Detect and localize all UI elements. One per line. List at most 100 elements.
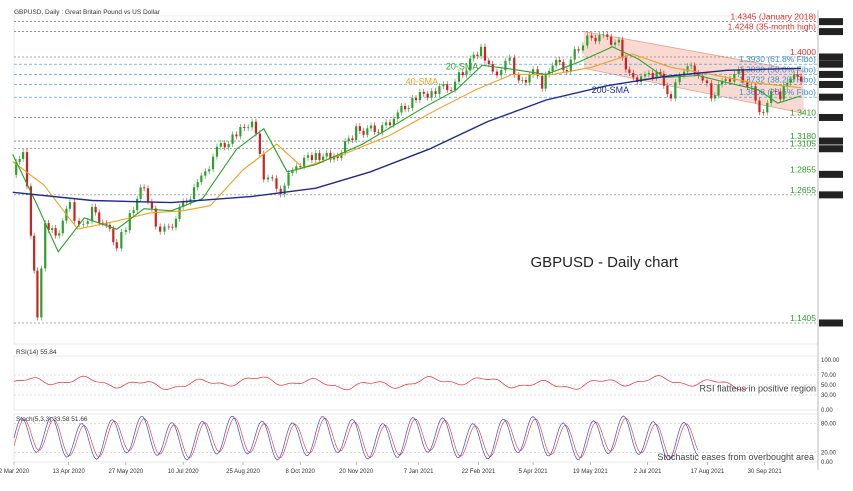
candle-body: [624, 57, 627, 70]
candle-body: [174, 218, 178, 228]
x-tick-label: 2 Mar 2020: [0, 469, 30, 475]
candle-body: [115, 242, 118, 249]
candle-body: [789, 79, 792, 83]
rsi-tick: 0.00: [821, 408, 833, 414]
candle-body: [343, 141, 347, 153]
candle-body: [639, 76, 643, 83]
candle-body: [86, 221, 89, 224]
candle-body: [112, 228, 115, 243]
candle-body: [384, 122, 388, 126]
candle-body: [504, 60, 507, 71]
candle-body: [662, 73, 665, 86]
candle-body: [647, 72, 650, 75]
candle-body: [508, 57, 511, 61]
candle-body: [358, 126, 361, 131]
candle-body: [782, 85, 785, 100]
candle-body: [500, 70, 503, 76]
candle-body: [366, 128, 369, 135]
candle-body: [351, 138, 354, 140]
candle-body: [388, 122, 392, 126]
candle-body: [606, 34, 609, 37]
chart-title: GBPUSD - Daily chart: [530, 254, 678, 271]
candle-body: [306, 155, 310, 158]
candle-body: [51, 228, 54, 230]
candle-body: [762, 112, 765, 113]
rsi-tick: 70.00: [821, 373, 837, 379]
candle-body: [15, 161, 18, 175]
level-label: 1.3608 (23.6% Fibo): [739, 87, 816, 97]
rsi-tick: 50.00: [821, 383, 837, 389]
candle-body: [243, 126, 246, 128]
level-label: 1.3410: [790, 107, 816, 117]
candle-body: [469, 58, 472, 71]
candle-body: [204, 171, 207, 176]
candle-body: [422, 92, 425, 94]
x-tick-label: 22 Feb 2021: [462, 469, 496, 475]
candle-body: [98, 212, 101, 223]
candle-body: [758, 100, 761, 113]
candle-body: [774, 91, 777, 92]
candle-body: [150, 201, 154, 209]
candle-body: [446, 84, 449, 91]
candle-body: [686, 66, 689, 72]
candle-body: [693, 65, 696, 74]
candle-body: [239, 126, 242, 137]
candle-body: [737, 69, 740, 75]
x-tick-label: 7 Jan 2021: [404, 469, 434, 475]
candle-body: [628, 69, 631, 73]
candle-body: [279, 188, 282, 195]
candle-body: [36, 270, 39, 318]
candle-body: [770, 91, 773, 103]
level-label: 1.4248 (35-month high): [728, 22, 817, 32]
level-label: 1.3732 (38.2% Fibo): [739, 74, 816, 84]
candle-body: [407, 108, 410, 110]
candle-body: [254, 121, 258, 134]
candle-body: [287, 172, 290, 186]
price-tag: [819, 137, 843, 145]
candle-body: [621, 39, 624, 58]
candle-body: [54, 228, 57, 236]
candle-body: [400, 105, 403, 113]
x-tick-label: 20 Nov 2020: [339, 469, 374, 475]
candle-body: [697, 73, 700, 76]
stoch-tick: 0.00: [821, 460, 833, 466]
candle-body: [40, 268, 43, 318]
candle-body: [573, 49, 576, 60]
candle-body: [418, 92, 422, 101]
stoch-tick: 20.00: [821, 450, 837, 456]
candle-body: [329, 152, 332, 160]
x-tick-label: 25 Aug 2020: [226, 469, 260, 475]
candle-body: [701, 75, 704, 81]
candle-body: [235, 134, 238, 137]
candle-body: [318, 153, 321, 160]
candle-body: [142, 187, 146, 189]
x-tick-label: 27 May 2020: [109, 469, 144, 475]
candle-body: [741, 69, 745, 83]
candle-body: [227, 143, 230, 148]
candle-body: [581, 45, 585, 51]
channel-upper-line: [583, 30, 804, 72]
candle-body: [61, 220, 64, 234]
candle-body: [68, 202, 72, 209]
candle-body: [310, 155, 314, 161]
candle-body: [682, 71, 686, 76]
stoch-header: Stoch(5,3,3) 33.58 51.66: [16, 416, 88, 423]
candle-body: [271, 177, 274, 179]
level-label: 1.3930 (61.8% Fibo): [739, 54, 816, 64]
candle-body: [336, 155, 339, 158]
x-tick-label: 17 Aug 2021: [691, 469, 725, 475]
candle-body: [720, 81, 724, 85]
candle-body: [392, 118, 395, 126]
rsi-header: RSI(14) 55.84: [16, 349, 57, 356]
candle-body: [491, 64, 494, 72]
candle-body: [275, 178, 278, 189]
candle-body: [495, 71, 499, 76]
x-tick-label: 8 Oct 2020: [286, 469, 316, 475]
candle-body: [120, 231, 123, 249]
price-tag: [819, 80, 843, 88]
candle-body: [766, 102, 769, 113]
candle-body: [58, 233, 61, 236]
candle-body: [219, 143, 222, 147]
candle-body: [643, 74, 647, 77]
